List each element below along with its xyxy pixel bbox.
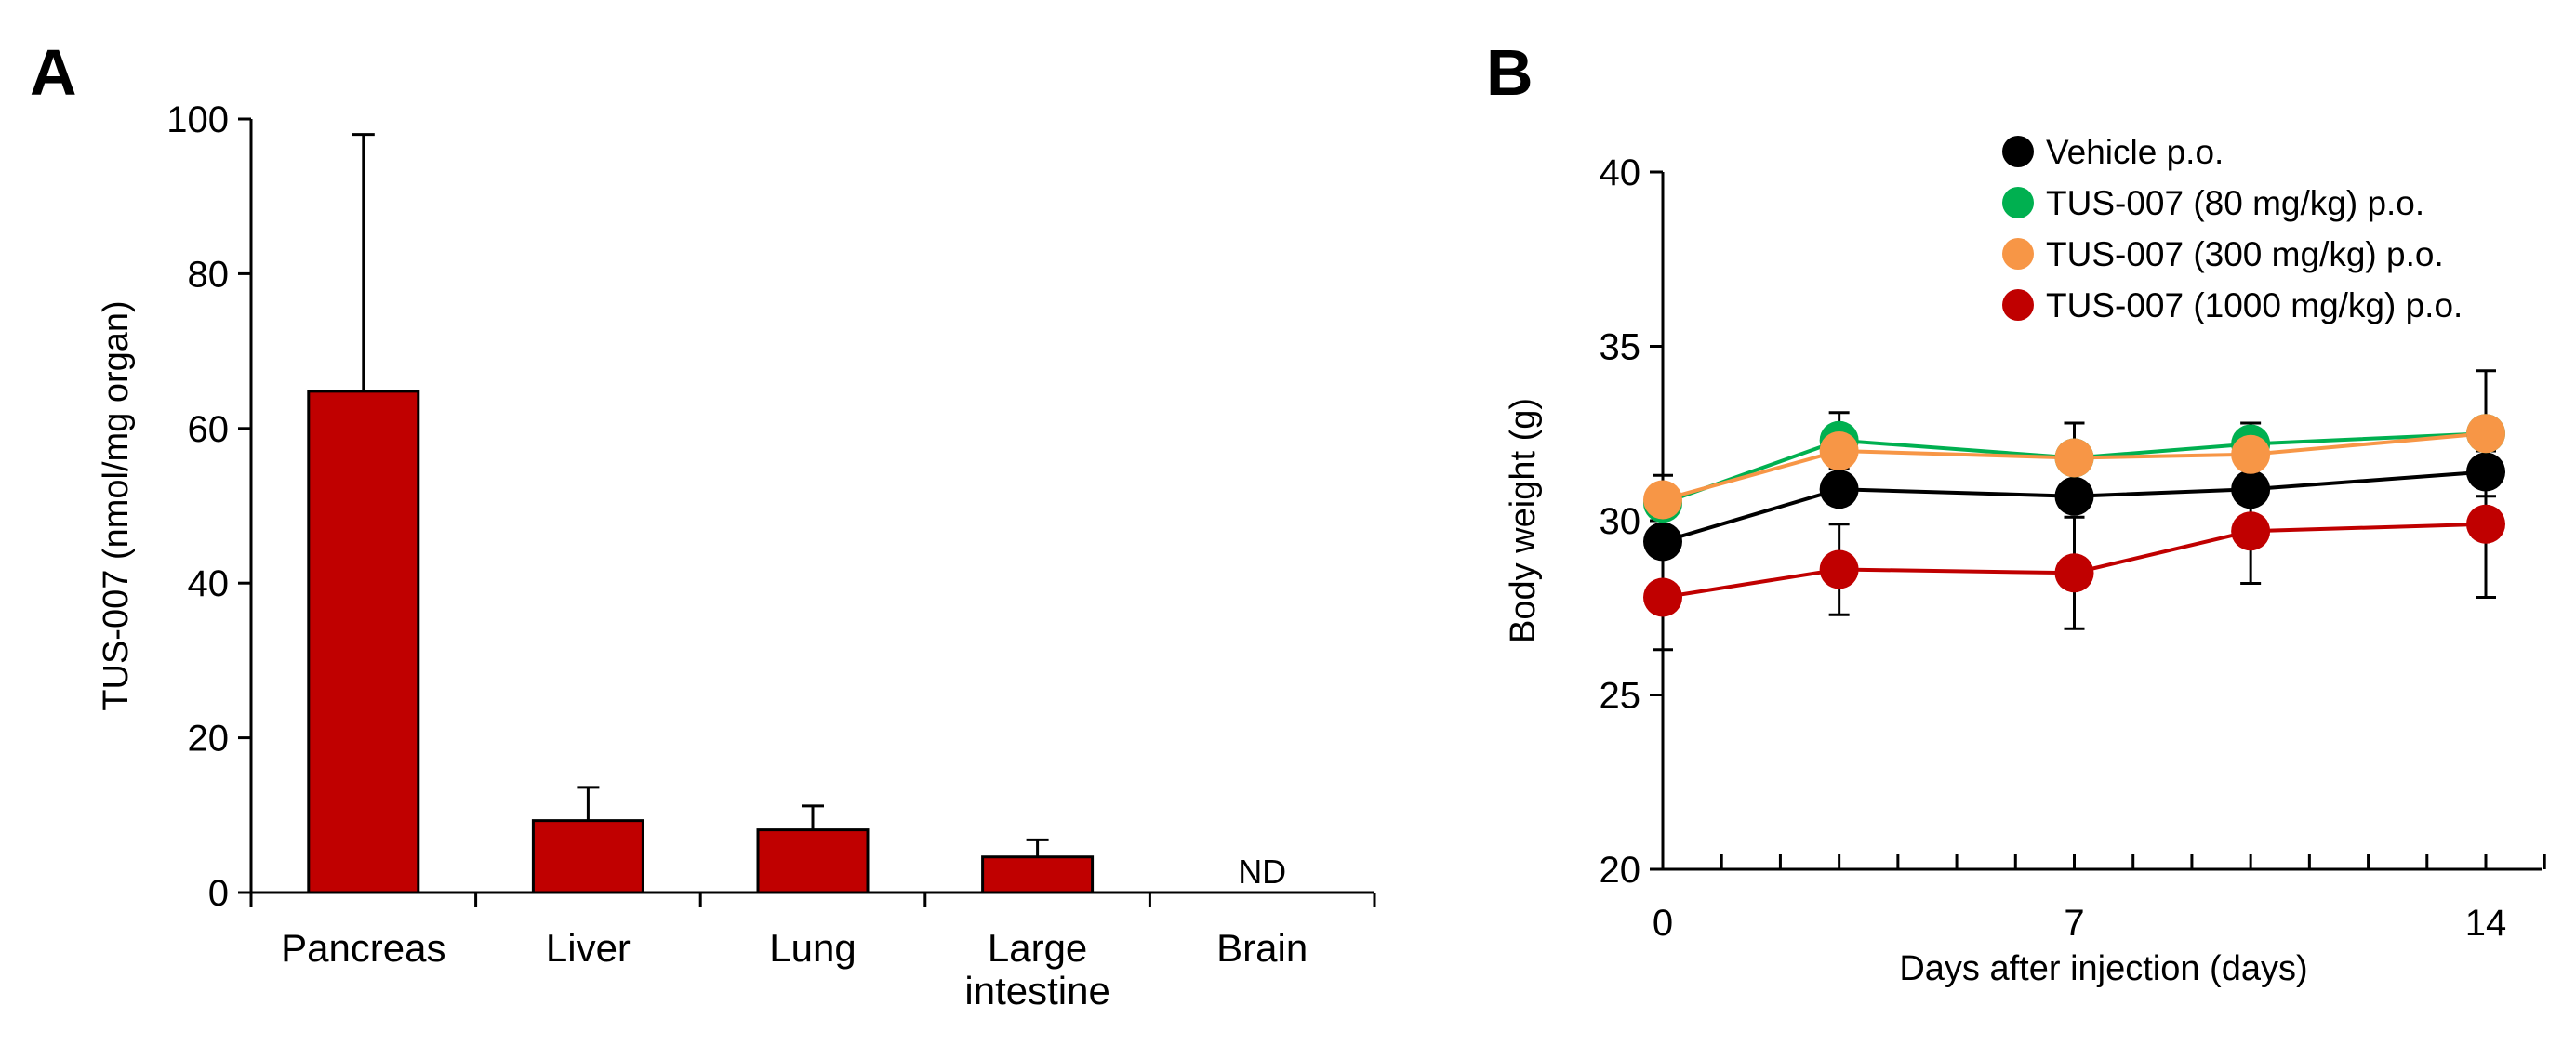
panel-b: B 20 25 30 35 40 0 7 14 Days after injection (… bbox=[1486, 36, 2546, 988]
data-point bbox=[2054, 553, 2094, 593]
y-tick-label: 40 bbox=[1600, 152, 1641, 193]
legend-marker bbox=[2002, 289, 2034, 321]
legend-label: TUS-007 (80 mg/kg) p.o. bbox=[2046, 184, 2424, 222]
bar bbox=[531, 819, 644, 894]
y-tick-label: 0 bbox=[208, 873, 229, 914]
category-label: Brain bbox=[1216, 926, 1308, 970]
data-point bbox=[2466, 452, 2505, 492]
panel-b-points bbox=[1643, 414, 2505, 617]
data-point bbox=[2231, 434, 2271, 474]
panel-a-label: A bbox=[30, 36, 77, 109]
category-label: Lung bbox=[769, 926, 856, 970]
legend-label: Vehicle p.o. bbox=[2046, 133, 2224, 171]
bar-annotation: ND bbox=[1238, 853, 1286, 891]
bar bbox=[307, 390, 420, 894]
legend-marker bbox=[2002, 136, 2034, 167]
category-label: Pancreas bbox=[281, 926, 445, 970]
category-label: Liver bbox=[546, 926, 631, 970]
x-tick-label: 7 bbox=[2064, 903, 2084, 944]
y-tick-label: 35 bbox=[1600, 327, 1641, 368]
data-point bbox=[2231, 511, 2271, 551]
data-point bbox=[2466, 414, 2505, 454]
data-point bbox=[1643, 522, 1682, 562]
x-tick-label: 14 bbox=[2465, 903, 2507, 944]
panel-a: A 0 20 40 60 80 100 ND Pancreas Liver Lung Large… bbox=[30, 36, 1376, 1012]
panel-b-y-ticks: 20 25 30 35 40 bbox=[1600, 152, 1663, 891]
data-point bbox=[2466, 504, 2505, 544]
data-point bbox=[1819, 431, 1859, 470]
data-point bbox=[1643, 480, 1682, 520]
bar bbox=[756, 828, 870, 894]
panel-b-legend: Vehicle p.o. TUS-007 (80 mg/kg) p.o. TUS-0… bbox=[2002, 133, 2463, 324]
legend-marker bbox=[2002, 238, 2034, 270]
data-point bbox=[1819, 549, 1859, 589]
y-tick-label: 40 bbox=[188, 563, 230, 604]
legend-marker bbox=[2002, 187, 2034, 218]
panel-a-x-ticks bbox=[249, 893, 1376, 907]
panel-a-y-axis-title: TUS-007 (nmol/mg organ) bbox=[97, 300, 136, 710]
data-point bbox=[2231, 470, 2271, 509]
bar bbox=[981, 855, 1095, 894]
y-tick-label: 30 bbox=[1600, 501, 1641, 542]
y-tick-label: 100 bbox=[166, 99, 229, 140]
y-tick-label: 25 bbox=[1600, 676, 1641, 717]
panel-a-category-labels: Pancreas Liver Lung Large intestine Brain bbox=[281, 926, 1308, 1012]
y-tick-label: 20 bbox=[188, 719, 230, 760]
y-tick-label: 60 bbox=[188, 409, 230, 450]
data-point bbox=[1643, 577, 1682, 617]
x-tick-label: 0 bbox=[1653, 903, 1673, 944]
data-point bbox=[2054, 476, 2094, 516]
data-point bbox=[1819, 470, 1859, 509]
panel-b-y-axis-title: Body weight (g) bbox=[1504, 398, 1543, 643]
panel-b-x-axis-title: Days after injection (days) bbox=[1899, 949, 2307, 988]
data-point bbox=[2054, 438, 2094, 478]
panel-b-label: B bbox=[1486, 36, 1534, 109]
panel-b-x-ticks: 0 7 14 bbox=[1653, 854, 2546, 944]
y-tick-label: 80 bbox=[188, 254, 230, 295]
legend-label: TUS-007 (300 mg/kg) p.o. bbox=[2046, 235, 2444, 273]
y-tick-label: 20 bbox=[1600, 850, 1641, 891]
legend-label: TUS-007 (1000 mg/kg) p.o. bbox=[2046, 286, 2463, 324]
panel-a-bars: ND bbox=[307, 133, 1286, 894]
panel-a-y-ticks: 0 20 40 60 80 100 bbox=[166, 99, 251, 914]
category-label: Large intestine bbox=[964, 926, 1109, 1012]
